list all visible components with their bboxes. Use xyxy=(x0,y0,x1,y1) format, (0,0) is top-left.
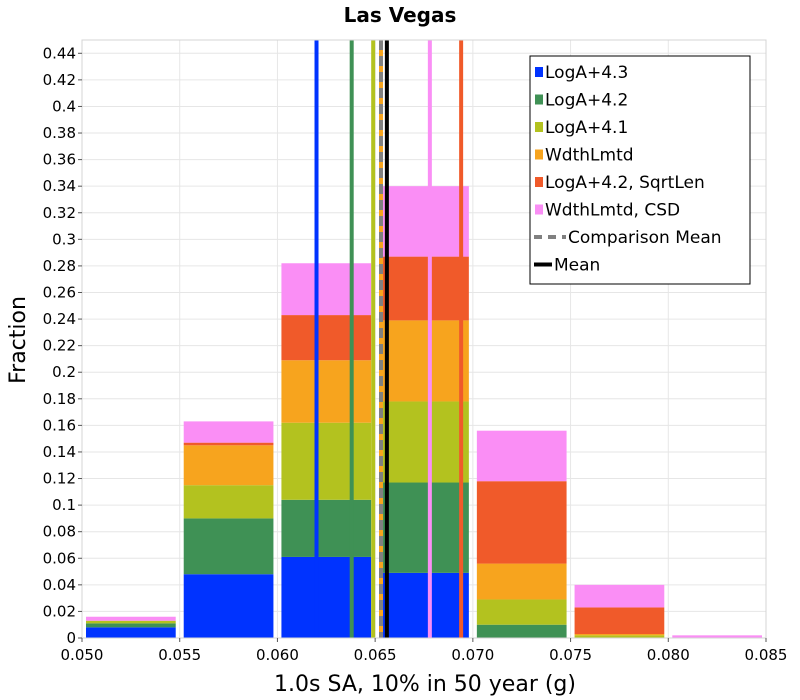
bar-segment xyxy=(183,574,274,638)
y-tick-label: 0.04 xyxy=(43,576,76,594)
legend-label: WdthLmtd, CSD xyxy=(545,201,680,221)
y-tick-label: 0.44 xyxy=(43,44,76,62)
legend-label: Comparison Mean xyxy=(568,228,722,248)
bar-segment xyxy=(281,499,372,557)
bar-segment xyxy=(86,620,176,624)
bar-segment xyxy=(476,481,567,564)
legend-label: LogA+4.2 xyxy=(545,91,628,111)
y-axis-title: Fraction xyxy=(6,296,31,384)
bar-segment xyxy=(281,360,372,423)
bar-segment xyxy=(379,482,469,573)
bar-segment xyxy=(86,616,176,621)
bar-segment xyxy=(86,623,176,628)
y-tick-label: 0.22 xyxy=(43,337,76,355)
bar-segment xyxy=(281,422,372,500)
x-tick-label: 0.075 xyxy=(549,646,592,664)
bar-segment xyxy=(281,556,372,638)
y-tick-label: 0.42 xyxy=(43,71,76,89)
y-tick-label: 0.28 xyxy=(43,257,76,275)
bars xyxy=(86,186,762,638)
bar-segment xyxy=(183,518,274,575)
y-tick-label: 0.4 xyxy=(52,97,76,115)
y-tick-label: 0.3 xyxy=(52,230,76,248)
y-tick-label: 0.02 xyxy=(43,602,76,620)
bar-segment xyxy=(574,584,665,608)
legend-label: LogA+4.3 xyxy=(545,63,628,83)
bar-segment xyxy=(476,430,567,482)
x-tick-label: 0.080 xyxy=(647,646,690,664)
y-tick-label: 0.18 xyxy=(43,390,76,408)
bar-segment xyxy=(379,572,469,638)
legend-label: Mean xyxy=(554,256,600,276)
plot-border xyxy=(81,39,767,639)
x-tick-label: 0.065 xyxy=(354,646,397,664)
legend: LogA+4.3 LogA+4.2 LogA+4.1 WdthLmtd LogA+4.2… xyxy=(529,55,751,285)
legend-swatch xyxy=(535,94,543,105)
bar-segment xyxy=(574,634,665,636)
x-tick-label: 0.055 xyxy=(158,646,201,664)
bar-segment xyxy=(379,186,469,257)
bar-segment xyxy=(672,635,762,638)
bar-segment xyxy=(183,485,274,519)
y-tick-label: 0.1 xyxy=(52,496,76,514)
y-tick-label: 0.24 xyxy=(43,310,76,328)
bar-segment xyxy=(476,624,567,638)
x-axis-title: 1.0s SA, 10% in 50 year (g) xyxy=(274,672,576,697)
legend-label: LogA+4.2, SqrtLen xyxy=(545,173,705,193)
x-tick-label: 0.070 xyxy=(451,646,494,664)
y-tick-label: 0.16 xyxy=(43,416,76,434)
bar-segment xyxy=(281,315,372,361)
x-tick-label: 0.050 xyxy=(61,646,104,664)
legend-swatch xyxy=(535,67,543,77)
axes: 0 0.02 0.04 0.06 0.08 0.1 0.12 0.14 0.16 0.18 0.2 0… xyxy=(43,44,788,664)
bar-segment xyxy=(574,635,665,638)
y-tick-label: 0.34 xyxy=(43,177,76,195)
legend-swatch xyxy=(535,177,543,187)
bar-segment xyxy=(476,599,567,625)
y-tick-label: 0 xyxy=(66,629,76,647)
legend-label: WdthLmtd xyxy=(545,146,634,166)
y-tick-label: 0.26 xyxy=(43,283,76,301)
bar-segment xyxy=(183,445,274,486)
bar-segment xyxy=(476,563,567,600)
y-tick-label: 0.08 xyxy=(43,523,76,541)
legend-swatch xyxy=(535,149,543,160)
x-tick-label: 0.060 xyxy=(256,646,299,664)
legend-swatch xyxy=(535,204,543,215)
y-tick-label: 0.2 xyxy=(52,363,76,381)
bar-segment xyxy=(183,421,274,443)
y-tick-label: 0.32 xyxy=(43,204,76,222)
bar-segment xyxy=(379,256,469,321)
bar-segment xyxy=(379,401,469,483)
y-tick-label: 0.06 xyxy=(43,549,76,567)
y-tick-label: 0.12 xyxy=(43,470,76,488)
y-tick-label: 0.36 xyxy=(43,151,76,169)
legend-label: LogA+4.1 xyxy=(545,118,628,138)
bar-segment xyxy=(574,607,665,635)
bar-segment xyxy=(86,627,176,638)
mean-lines xyxy=(314,40,464,638)
bar-segment xyxy=(183,442,274,446)
legend-swatch xyxy=(535,122,543,132)
x-tick-label: 0.085 xyxy=(745,646,788,664)
bar-segment xyxy=(281,263,372,316)
legend-box xyxy=(529,55,751,285)
bar-segment xyxy=(379,320,469,402)
chart-title: Las Vegas xyxy=(344,3,457,27)
y-tick-label: 0.38 xyxy=(43,124,76,142)
y-tick-label: 0.14 xyxy=(43,443,76,461)
